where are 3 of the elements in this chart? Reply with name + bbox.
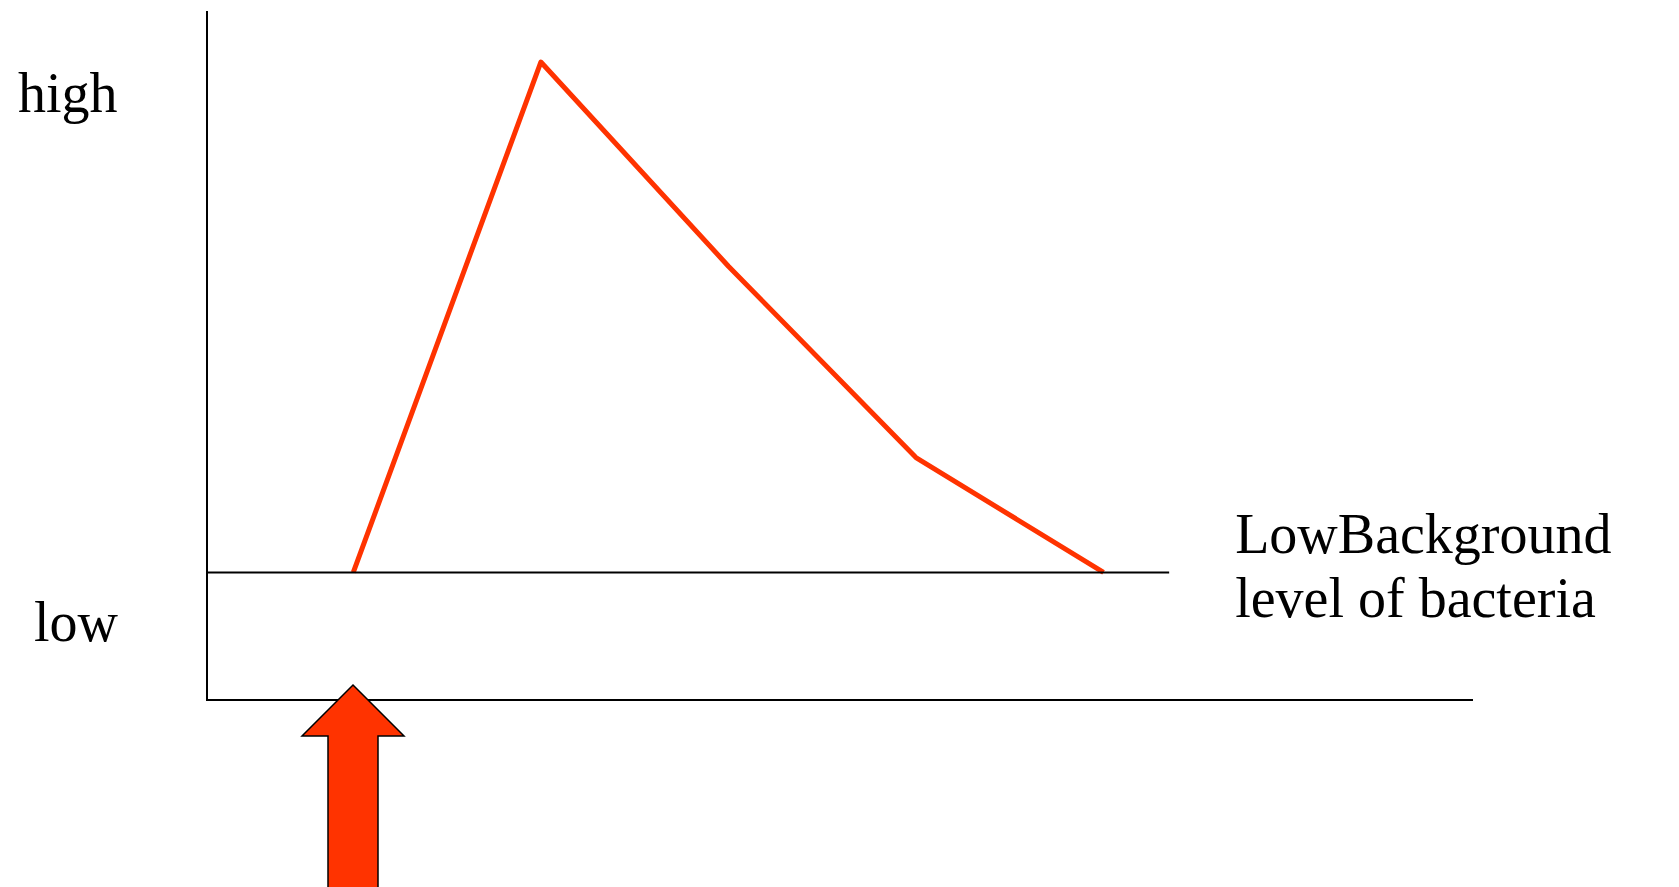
ref-line-label: LowBackground level of bacteria: [1235, 502, 1613, 631]
text: high: [18, 61, 118, 125]
text: low: [34, 590, 118, 654]
